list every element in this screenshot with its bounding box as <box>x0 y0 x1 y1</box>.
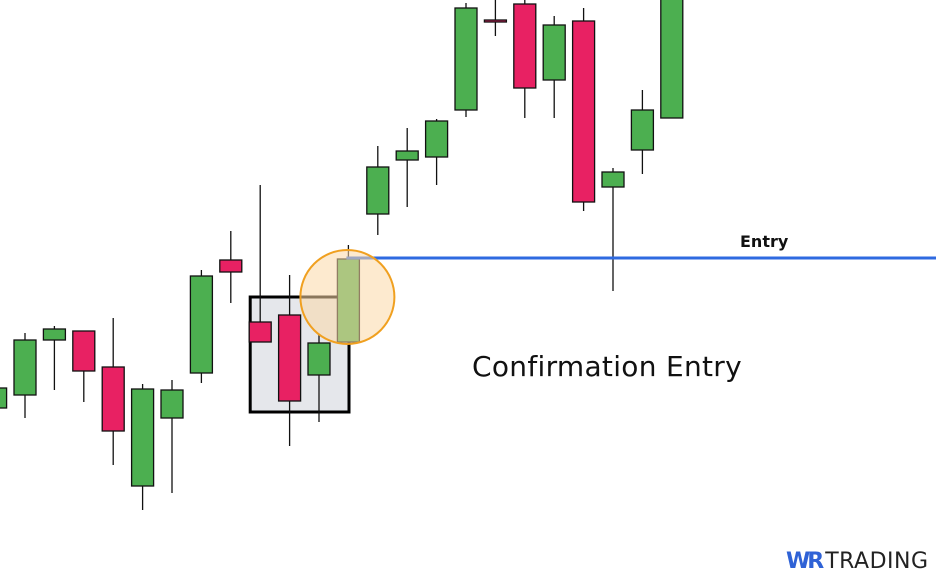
candle-body-bullish <box>395 150 419 161</box>
candle-body-bearish <box>513 3 537 89</box>
candle <box>660 0 684 119</box>
wr-trading-logo: WR TRADING <box>786 549 929 575</box>
candle <box>248 185 272 343</box>
candle-body-bullish <box>130 388 155 487</box>
candle-body-bearish <box>72 330 96 372</box>
candle <box>513 0 537 118</box>
candle-body-bullish <box>0 387 8 409</box>
candle <box>277 275 302 446</box>
candle <box>101 318 125 465</box>
logo-wr: WR <box>786 549 824 574</box>
candle-body-bearish <box>483 19 508 23</box>
confirmation-circle <box>299 249 396 345</box>
candle-body-bullish <box>13 339 37 396</box>
candle <box>542 16 566 118</box>
candle <box>630 90 655 174</box>
candle-body-bullish <box>601 171 625 188</box>
candle <box>483 0 508 36</box>
candle-body-bullish <box>424 120 449 158</box>
candle-body-bullish <box>42 328 67 341</box>
candle <box>42 326 67 390</box>
entry-label: Entry <box>740 232 789 251</box>
candle <box>601 168 625 291</box>
candle <box>0 387 8 409</box>
candle-body-bullish <box>160 389 184 419</box>
candle-body-bearish <box>277 314 302 402</box>
candle <box>13 333 37 418</box>
candle-body-bullish <box>307 342 331 376</box>
candle-body-bullish <box>660 0 684 119</box>
candle <box>189 270 214 383</box>
candle-body-bullish <box>366 166 390 215</box>
candle-body-bullish <box>542 24 566 81</box>
candle <box>571 8 596 211</box>
candle-body-bearish <box>571 20 596 203</box>
candle <box>307 335 331 422</box>
candle <box>395 128 419 207</box>
candle-body-bullish <box>189 275 214 374</box>
candle <box>454 3 478 117</box>
candle-body-bullish <box>630 109 655 151</box>
candle <box>72 330 96 402</box>
candle-body-bearish <box>219 259 243 273</box>
candle <box>366 146 390 235</box>
candle <box>160 380 184 493</box>
candle <box>424 119 449 185</box>
candle <box>130 384 155 510</box>
candle-body-bearish <box>101 366 125 432</box>
candle-body-bearish <box>248 321 272 343</box>
confirmation-entry-label: Confirmation Entry <box>472 350 742 383</box>
candle <box>219 231 243 303</box>
candle-body-bullish <box>454 7 478 111</box>
logo-trading: TRADING <box>825 549 929 574</box>
